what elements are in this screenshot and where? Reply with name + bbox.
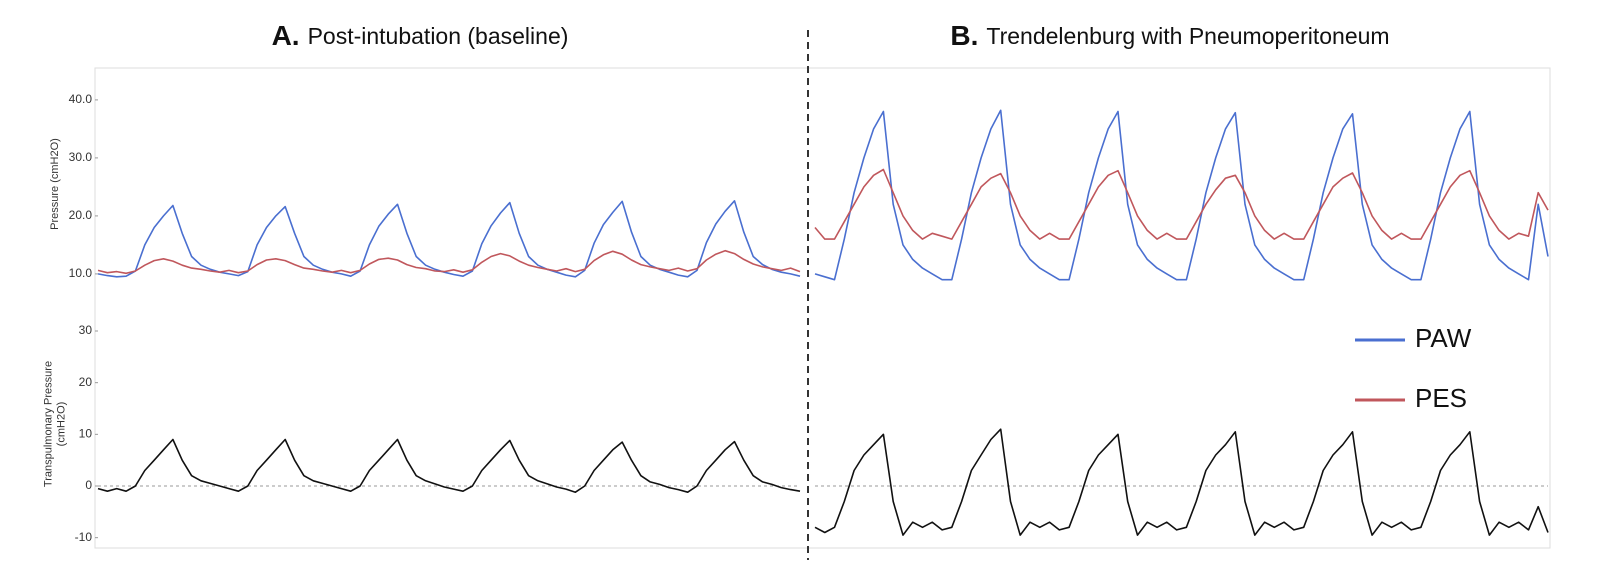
series-line: [814, 428, 1549, 536]
panel-letter: B.: [950, 20, 978, 51]
y-tick-label: 30: [79, 323, 93, 337]
panel-name: Trendelenburg with Pneumoperitoneum: [986, 23, 1389, 49]
series-line: [814, 168, 1549, 240]
y-axis-label: (cmH2O): [55, 402, 67, 447]
series-line: [814, 109, 1549, 281]
legend-label: PES: [1415, 383, 1467, 413]
y-tick-label: 10.0: [69, 266, 93, 280]
panel-letter: A.: [272, 20, 300, 51]
y-tick-label: 20.0: [69, 208, 93, 222]
y-axis-label: Pressure (cmH2O): [49, 138, 61, 230]
y-tick-label: 0: [85, 478, 92, 492]
series-line: [97, 200, 801, 278]
series-line: [97, 438, 801, 493]
plot-frame: [94, 67, 1551, 549]
panel-title: B. Trendelenburg with Pneumoperitoneum: [950, 20, 1389, 51]
legend-label: PAW: [1415, 323, 1472, 353]
series-line: [97, 249, 801, 275]
y-tick-label: -10: [75, 530, 93, 544]
y-tick-label: 30.0: [69, 150, 93, 164]
y-tick-label: 40.0: [69, 92, 93, 106]
y-axis-label: Transpulmonary Pressure: [42, 361, 54, 487]
y-tick-label: 20: [79, 375, 93, 389]
panel-name: Post-intubation (baseline): [308, 23, 569, 49]
panel-title: A. Post-intubation (baseline): [272, 20, 569, 51]
y-tick-label: 10: [79, 427, 93, 441]
